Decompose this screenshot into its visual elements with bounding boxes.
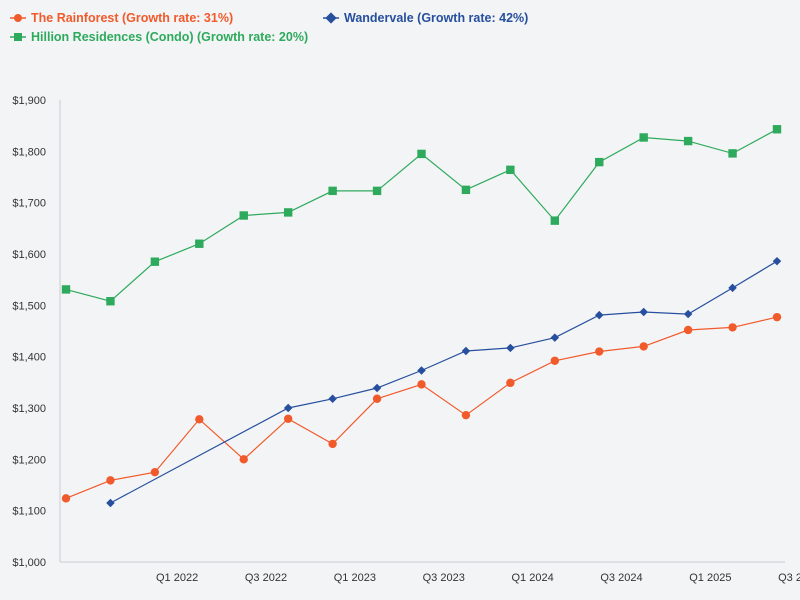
legend-item-hillion[interactable]: Hillion Residences (Condo) (Growth rate:… [10, 30, 308, 44]
series-line [110, 260, 778, 504]
series-2 [106, 256, 782, 508]
data-point [772, 125, 782, 134]
x-tick-label: Q3 2025 [778, 572, 800, 584]
y-tick-label: $1,000 [12, 557, 46, 569]
y-tick-label: $1,600 [12, 249, 46, 261]
data-point [328, 439, 337, 449]
data-point [728, 149, 737, 158]
data-point [150, 257, 160, 266]
axes: $1,000 $1,100 $1,200 $1,300 $1,400 $1,500 $1,6… [12, 95, 800, 584]
y-tick-label: $1,800 [12, 146, 46, 158]
data-point [106, 498, 115, 508]
data-point [283, 208, 293, 217]
data-point [772, 312, 782, 322]
y-tick-label: $1,900 [12, 95, 46, 107]
legend-item-rainforest[interactable]: The Rainforest (Growth rate: 31%) [10, 11, 233, 25]
x-tick-label: Q1 2024 [511, 572, 553, 584]
data-point [461, 410, 471, 420]
legend-label-hillion: Hillion Residences (Condo) (Growth rate:… [31, 30, 308, 44]
data-point [595, 347, 604, 356]
data-point [61, 494, 71, 503]
data-point [239, 211, 248, 220]
data-point [195, 239, 204, 248]
data-point [639, 307, 648, 317]
x-tick-label: Q3 2024 [600, 572, 642, 584]
series-3 [61, 125, 782, 306]
data-point [506, 165, 515, 175]
y-tick-label: $1,700 [12, 198, 46, 210]
x-tick-label: Q1 2022 [156, 572, 198, 584]
data-point [283, 414, 293, 423]
data-point [506, 378, 515, 388]
y-tick-label: $1,200 [12, 454, 46, 466]
data-point [550, 333, 560, 342]
data-point [106, 476, 115, 485]
data-point [417, 366, 426, 375]
data-point [195, 415, 204, 424]
diamond-marker-icon [325, 12, 337, 24]
legend-label-rainforest: The Rainforest (Growth rate: 31%) [31, 11, 233, 25]
data-point [461, 346, 471, 356]
data-point [595, 310, 604, 320]
y-tick-label: $1,100 [12, 506, 46, 518]
y-tick-label: $1,500 [12, 300, 46, 312]
y-tick-label: $1,300 [12, 403, 46, 415]
data-point [728, 283, 737, 293]
series-layer [61, 125, 782, 508]
data-point [417, 149, 426, 159]
data-point [372, 186, 382, 196]
circle-marker-icon [14, 14, 22, 22]
series-line [65, 316, 778, 499]
data-point [595, 157, 604, 167]
x-tick-label: Q3 2022 [245, 572, 287, 584]
data-point [328, 186, 337, 196]
data-point [728, 323, 737, 332]
data-point [550, 356, 560, 365]
data-point [683, 136, 693, 146]
series-1 [61, 312, 782, 503]
data-point [372, 394, 382, 403]
x-tick-label: Q1 2023 [334, 572, 376, 584]
data-point [239, 455, 248, 464]
data-point [417, 380, 426, 389]
legend-item-wandervale[interactable]: Wandervale (Growth rate: 42%) [323, 11, 528, 25]
data-point [683, 309, 693, 319]
x-tick-label: Q3 2023 [423, 572, 465, 584]
data-point [283, 403, 293, 413]
data-point [683, 325, 693, 335]
data-point [550, 216, 560, 225]
data-point [328, 394, 337, 404]
legend: The Rainforest (Growth rate: 31%) Wander… [10, 11, 528, 44]
x-tick-label: Q1 2025 [689, 572, 731, 584]
y-tick-label: $1,400 [12, 352, 46, 364]
data-point [150, 467, 160, 477]
square-marker-icon [14, 33, 22, 41]
data-point [106, 297, 115, 306]
data-point [372, 383, 382, 393]
legend-label-wandervale: Wandervale (Growth rate: 42%) [344, 11, 528, 25]
data-point [506, 343, 515, 353]
data-point [461, 185, 471, 195]
data-point [772, 256, 782, 266]
data-point [61, 285, 71, 294]
data-point [639, 342, 648, 351]
data-point [639, 133, 648, 142]
